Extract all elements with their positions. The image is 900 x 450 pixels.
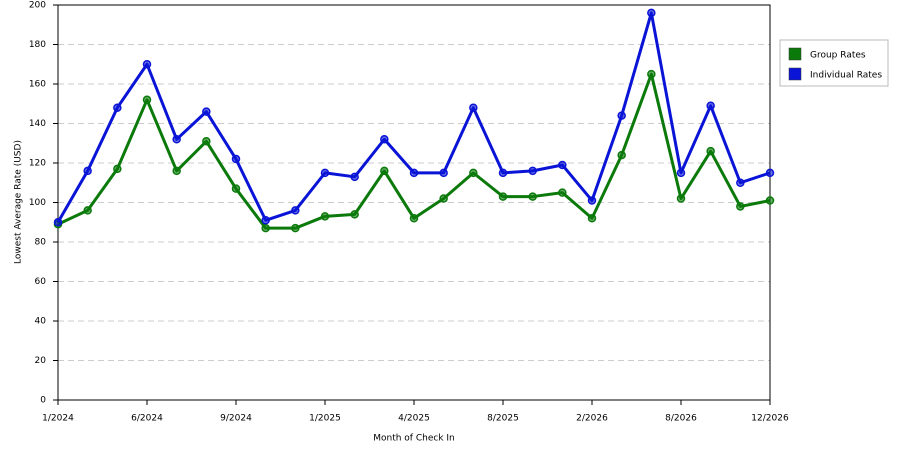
- data-point: [320, 212, 330, 221]
- data-point: [528, 166, 537, 176]
- data-point: [498, 192, 508, 201]
- data-point: [647, 8, 656, 18]
- data-point: [320, 168, 330, 178]
- data-point: [83, 206, 92, 215]
- data-point: [706, 101, 715, 110]
- data-point: [202, 137, 211, 146]
- y-tick-label: 140: [29, 119, 46, 129]
- data-point: [528, 192, 537, 201]
- x-tick-label: 12/2026: [751, 414, 789, 424]
- data-point: [617, 150, 626, 160]
- x-tick-label: 6/2024: [131, 414, 163, 424]
- data-point: [587, 214, 597, 223]
- x-tick-label: 9/2024: [220, 414, 252, 424]
- y-tick-label: 20: [35, 356, 47, 366]
- data-point: [291, 223, 300, 233]
- data-point: [469, 103, 478, 112]
- y-tick-label: 180: [29, 40, 46, 50]
- data-point: [172, 166, 181, 176]
- y-tick-label: 160: [29, 80, 46, 90]
- x-axis-title: Month of Check In: [373, 434, 455, 444]
- data-point: [706, 146, 715, 156]
- y-tick-label: 120: [29, 159, 46, 169]
- y-tick-label: 80: [35, 238, 47, 248]
- data-point: [350, 172, 359, 182]
- x-tick-label: 8/2025: [487, 414, 519, 424]
- data-point: [765, 196, 775, 205]
- data-point: [261, 223, 270, 233]
- data-point: [53, 218, 63, 227]
- y-tick-label: 100: [29, 198, 46, 208]
- data-point: [439, 194, 448, 203]
- x-tick-label: 1/2025: [309, 414, 341, 424]
- data-point: [647, 69, 656, 79]
- legend-swatch: [788, 47, 802, 61]
- data-point: [736, 202, 745, 211]
- data-point: [676, 168, 686, 178]
- data-point: [231, 184, 241, 193]
- data-point: [380, 135, 389, 144]
- data-point: [558, 188, 567, 197]
- data-point: [736, 178, 745, 187]
- x-tick-label: 4/2025: [398, 414, 430, 424]
- data-point: [469, 168, 478, 178]
- y-tick-label: 0: [40, 396, 46, 406]
- data-point: [231, 154, 241, 164]
- data-point: [172, 135, 181, 144]
- data-point: [113, 164, 122, 174]
- data-point: [676, 194, 686, 203]
- data-point: [202, 107, 211, 116]
- data-point: [617, 111, 626, 120]
- y-tick-label: 60: [35, 277, 47, 287]
- data-point: [113, 103, 122, 112]
- data-point: [439, 168, 448, 178]
- y-tick-label: 40: [35, 317, 47, 327]
- legend-swatch: [788, 67, 802, 81]
- legend-label: Group Rates: [810, 51, 866, 61]
- data-point: [261, 216, 270, 225]
- data-point: [291, 206, 300, 215]
- data-point: [498, 168, 508, 178]
- data-point: [409, 168, 419, 178]
- data-point: [380, 166, 389, 176]
- data-point: [587, 196, 597, 205]
- data-point: [142, 95, 152, 105]
- data-point: [558, 160, 567, 170]
- y-axis-title: Lowest Average Rate (USD): [14, 140, 24, 264]
- x-tick-label: 2/2026: [576, 414, 608, 424]
- data-point: [409, 214, 419, 223]
- x-tick-label: 1/2024: [42, 414, 74, 424]
- data-point: [142, 60, 152, 69]
- y-tick-label: 200: [29, 1, 46, 11]
- data-point: [83, 166, 92, 176]
- legend-label: Individual Rates: [810, 71, 882, 81]
- x-tick-label: 8/2026: [665, 414, 697, 424]
- data-point: [765, 168, 775, 178]
- data-point: [350, 210, 359, 219]
